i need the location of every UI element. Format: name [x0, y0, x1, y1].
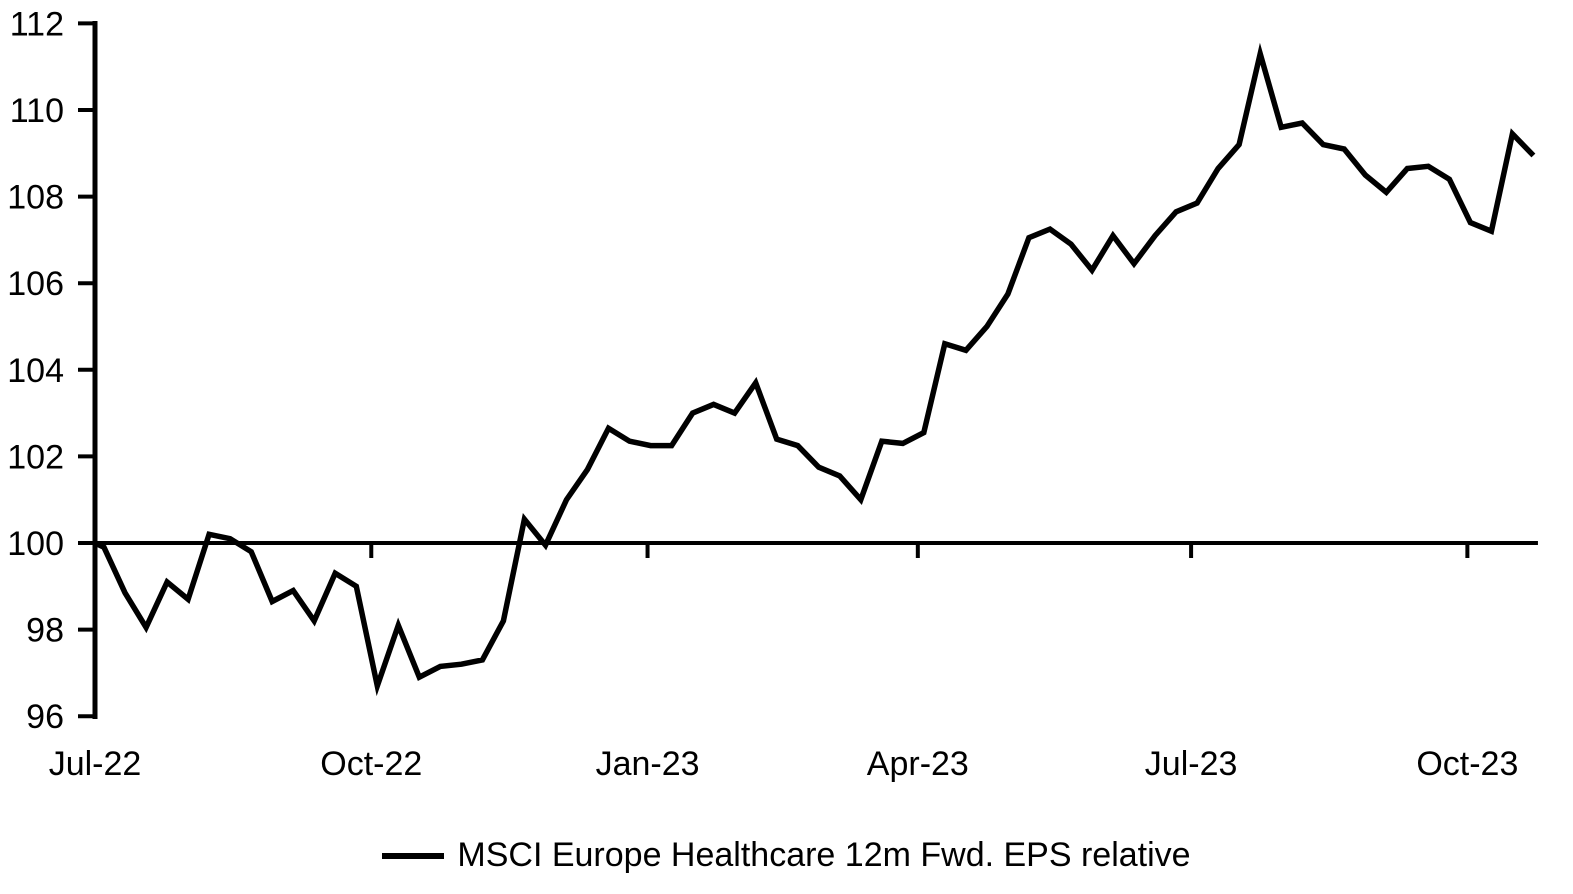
y-axis-tick-label: 98 — [26, 612, 64, 650]
y-axis-tick-label: 104 — [7, 352, 64, 390]
y-axis-tick-label: 100 — [7, 525, 64, 563]
x-axis-tick-label: Apr-23 — [867, 745, 969, 783]
y-axis-tick-label: 108 — [7, 179, 64, 217]
legend: MSCI Europe Healthcare 12m Fwd. EPS rela… — [0, 836, 1573, 875]
x-axis-tick-label: Oct-23 — [1416, 745, 1518, 783]
x-axis-tick-label: Jul-22 — [49, 745, 142, 783]
legend-line-swatch — [382, 852, 445, 859]
y-axis-tick-label: 112 — [10, 5, 64, 43]
y-axis-tick-label: 102 — [7, 438, 64, 476]
x-axis-tick-label: Jul-23 — [1145, 745, 1238, 783]
y-axis-tick-label: 106 — [7, 265, 64, 303]
legend-label: MSCI Europe Healthcare 12m Fwd. EPS rela… — [457, 836, 1191, 874]
y-axis-tick-label: 96 — [26, 698, 64, 736]
series-line-msci-europe-healthcare — [93, 42, 1536, 697]
x-axis-tick-label: Jan-23 — [596, 745, 700, 783]
chart-plot-area: Jul-22 Oct-22 Jan-23 Apr-23 Jul-23 Oct-23 112 1… — [7, 5, 1538, 783]
x-axis-tick-label: Oct-22 — [320, 745, 422, 783]
y-axis-tick-label: 110 — [10, 92, 64, 130]
